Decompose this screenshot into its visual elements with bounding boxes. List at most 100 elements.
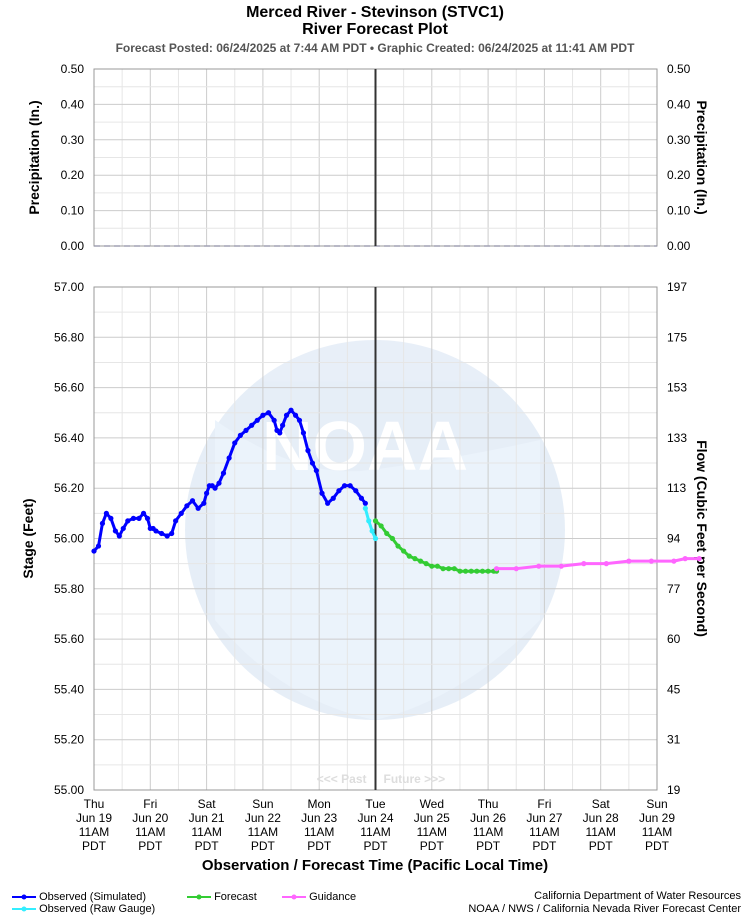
series-point-2 xyxy=(462,568,469,574)
series-point-2 xyxy=(468,568,474,574)
series-point-1 xyxy=(362,505,368,511)
x-axis-label: Observation / Forecast Time (Pacific Loc… xyxy=(202,857,548,874)
series-point-2 xyxy=(406,553,412,559)
series-point-0 xyxy=(292,412,299,418)
series-point-2 xyxy=(457,568,463,574)
stage-tick-label: 57.00 xyxy=(54,280,84,294)
series-point-3 xyxy=(626,558,632,564)
series-point-0 xyxy=(330,495,336,501)
past-label: <<< Past xyxy=(317,772,367,786)
series-point-2 xyxy=(446,566,452,572)
x-tick-time: 11AM xyxy=(191,825,221,839)
series-point-0 xyxy=(226,455,232,461)
series-point-0 xyxy=(116,533,122,539)
stage-tick-label: 56.20 xyxy=(54,481,84,495)
flow-tick-label: 153 xyxy=(667,381,687,395)
flow-tick-label: 113 xyxy=(667,481,686,495)
x-tick-date: Jun 19 xyxy=(76,811,112,825)
series-point-2 xyxy=(434,563,441,569)
series-point-0 xyxy=(265,410,272,416)
series-point-0 xyxy=(283,412,290,418)
series-point-0 xyxy=(164,533,170,539)
x-tick-time: 11AM xyxy=(135,825,165,839)
series-point-0 xyxy=(112,528,118,534)
legend-item-observed-simulated: Observed (Simulated) xyxy=(12,891,146,903)
series-point-0 xyxy=(254,417,260,423)
series-point-0 xyxy=(173,518,179,524)
series-point-0 xyxy=(204,490,210,496)
credit-line-2: NOAA / NWS / California Nevada River For… xyxy=(468,903,741,915)
series-point-0 xyxy=(216,480,222,486)
x-tick-day: Thu xyxy=(478,797,499,811)
x-tick-date: Jun 26 xyxy=(470,811,506,825)
precip-tick-label-right: 0.10 xyxy=(667,204,691,218)
x-tick-date: Jun 28 xyxy=(583,811,619,825)
flow-tick-label: 45 xyxy=(667,682,681,696)
svg-text:NOAA: NOAA xyxy=(262,407,468,485)
credit-line-1: California Department of Water Resources xyxy=(534,890,741,902)
x-tick-date: Jun 21 xyxy=(189,811,225,825)
x-tick-day: Sun xyxy=(252,797,273,811)
series-point-2 xyxy=(384,530,390,537)
x-tick-day: Tue xyxy=(365,797,386,811)
x-tick-tz: PDT xyxy=(307,839,332,853)
flow-tick-label: 197 xyxy=(667,280,687,294)
x-tick-time: 11AM xyxy=(642,825,672,839)
series-point-0 xyxy=(95,543,102,549)
series-point-3 xyxy=(671,558,677,564)
series-point-0 xyxy=(153,528,159,534)
x-tick-time: 11AM xyxy=(417,825,447,839)
legend-label: Guidance xyxy=(309,891,357,903)
series-point-0 xyxy=(347,483,353,489)
x-tick-day: Fri xyxy=(537,797,551,811)
x-tick-date: Jun 24 xyxy=(357,811,393,825)
series-point-0 xyxy=(237,432,243,438)
series-point-0 xyxy=(201,500,207,506)
series-point-0 xyxy=(178,510,184,516)
flow-tick-label: 77 xyxy=(667,582,681,596)
series-point-0 xyxy=(125,518,131,524)
series-point-3 xyxy=(648,558,654,564)
series-point-0 xyxy=(103,510,109,516)
x-tick-date: Jun 27 xyxy=(526,811,562,825)
stage-tick-label: 55.60 xyxy=(54,632,84,646)
x-tick-tz: PDT xyxy=(251,839,276,853)
x-tick-day: Thu xyxy=(84,797,105,811)
precipitation-panel: 0.00 0.00 0.10 0.10 0.20 0.20 0.30 0.30 0.40 0.40… xyxy=(26,62,710,253)
x-tick-time: 11AM xyxy=(529,825,559,839)
series-point-0 xyxy=(120,525,126,532)
x-tick-tz: PDT xyxy=(420,839,445,853)
series-point-0 xyxy=(108,515,114,521)
x-tick-tz: PDT xyxy=(476,839,501,853)
series-point-2 xyxy=(395,543,401,549)
precip-tick-label-left: 0.10 xyxy=(61,204,85,218)
series-point-0 xyxy=(271,417,277,423)
flow-tick-label: 133 xyxy=(667,431,687,445)
series-point-1 xyxy=(369,528,375,534)
stage-tick-label: 55.20 xyxy=(54,733,84,747)
legend-line-icon xyxy=(282,894,306,900)
x-tick-day: Wed xyxy=(420,797,444,811)
flow-tick-label: 94 xyxy=(667,532,681,546)
stage-tick-label: 56.40 xyxy=(54,431,84,445)
precip-tick-label-left: 0.00 xyxy=(61,239,85,253)
flow-tick-label: 19 xyxy=(667,783,681,797)
x-tick-tz: PDT xyxy=(195,839,220,853)
series-point-2 xyxy=(429,563,435,569)
legend-item-observed-raw: Observed (Raw Gauge) xyxy=(12,903,155,915)
legend-line-icon xyxy=(12,894,36,900)
series-point-2 xyxy=(485,568,491,574)
series-point-0 xyxy=(189,498,196,504)
series-point-2 xyxy=(423,561,429,567)
series-point-2 xyxy=(440,566,446,572)
series-point-0 xyxy=(220,470,227,476)
stage-tick-label: 56.60 xyxy=(54,381,84,395)
series-point-0 xyxy=(336,488,342,494)
series-point-0 xyxy=(305,447,311,454)
stage-tick-label: 55.40 xyxy=(54,682,84,696)
series-point-3 xyxy=(696,556,702,562)
flow-tick-label: 60 xyxy=(667,632,681,646)
series-point-2 xyxy=(401,548,407,554)
x-tick-day: Sat xyxy=(198,797,217,811)
